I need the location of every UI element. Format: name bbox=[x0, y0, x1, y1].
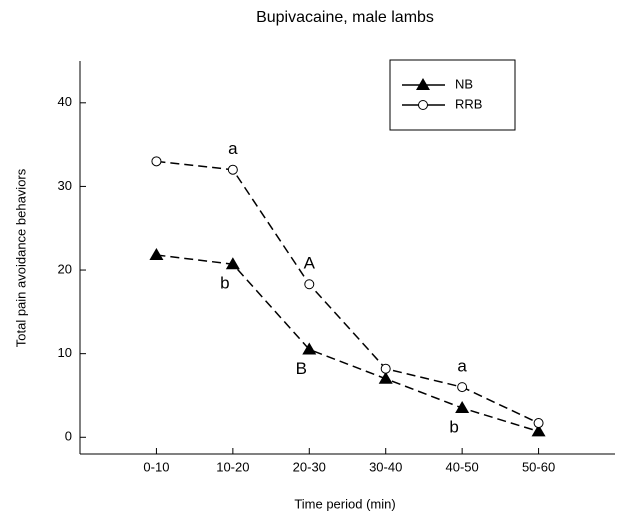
legend-label: RRB bbox=[455, 96, 482, 111]
annotation: a bbox=[457, 357, 467, 376]
y-tick-label: 40 bbox=[58, 94, 72, 109]
y-tick-label: 0 bbox=[65, 429, 72, 444]
y-axis-label: Total pain avoidance behaviors bbox=[13, 168, 28, 347]
marker bbox=[418, 100, 428, 110]
marker bbox=[149, 247, 164, 260]
marker bbox=[304, 279, 315, 290]
series-line bbox=[156, 254, 539, 433]
annotation: b bbox=[449, 417, 458, 436]
series-line bbox=[156, 160, 539, 424]
marker bbox=[302, 342, 317, 355]
y-tick-label: 20 bbox=[58, 261, 72, 276]
marker bbox=[457, 382, 468, 393]
x-tick-label: 30-40 bbox=[369, 459, 402, 474]
marker bbox=[533, 418, 544, 429]
annotation: B bbox=[296, 359, 307, 378]
legend-box bbox=[389, 59, 516, 131]
x-tick-label: 20-30 bbox=[293, 459, 326, 474]
annotation: A bbox=[304, 254, 316, 273]
x-axis-label: Time period (min) bbox=[294, 496, 395, 511]
marker bbox=[455, 401, 470, 414]
y-tick-label: 30 bbox=[58, 178, 72, 193]
marker bbox=[380, 363, 391, 374]
annotation: a bbox=[228, 139, 238, 158]
marker bbox=[531, 424, 546, 437]
annotation: b bbox=[220, 274, 229, 293]
y-tick-label: 10 bbox=[58, 345, 72, 360]
marker bbox=[225, 257, 240, 270]
x-tick-label: 0-10 bbox=[143, 459, 169, 474]
x-tick-label: 40-50 bbox=[446, 459, 479, 474]
legend-label: NB bbox=[455, 76, 473, 91]
x-tick-label: 50-60 bbox=[522, 459, 555, 474]
chart-title: Bupivacaine, male lambs bbox=[256, 9, 434, 26]
marker bbox=[227, 164, 238, 175]
marker bbox=[151, 156, 162, 167]
x-tick-label: 10-20 bbox=[216, 459, 249, 474]
marker bbox=[378, 371, 393, 384]
marker bbox=[416, 78, 430, 90]
